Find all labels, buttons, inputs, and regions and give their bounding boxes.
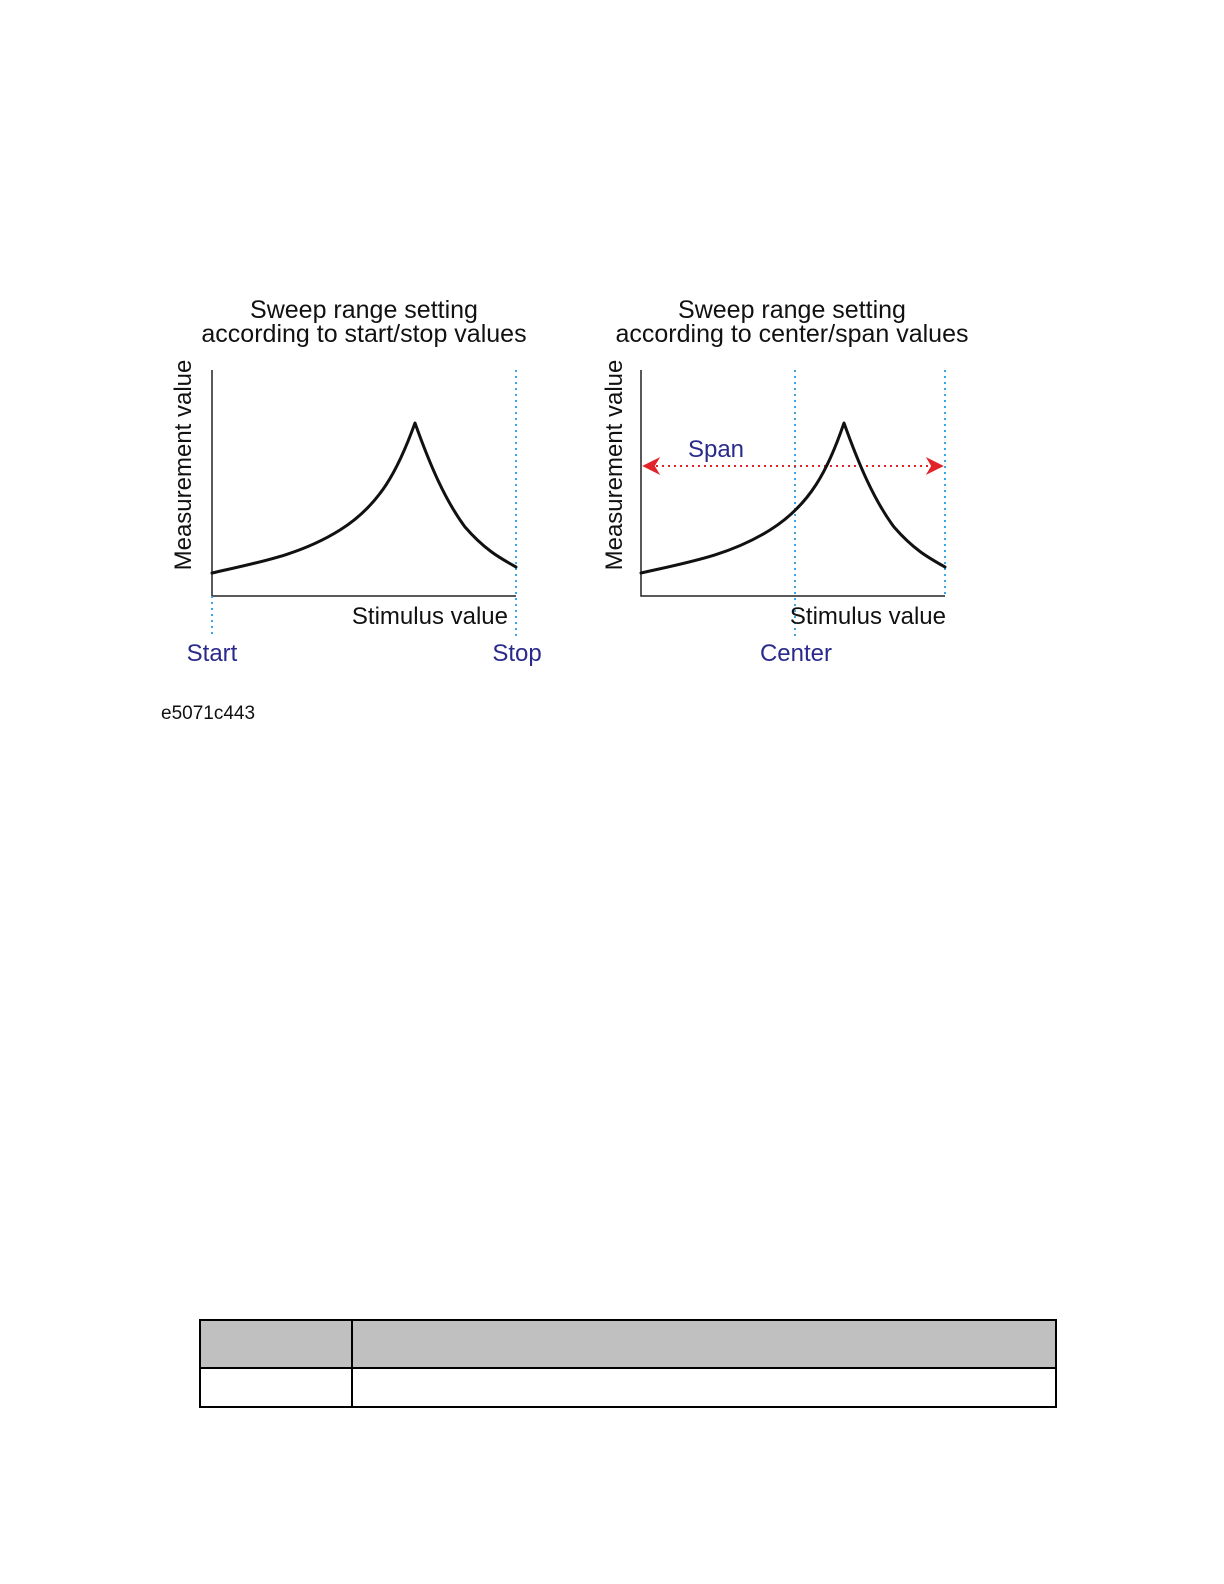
left-panel: Sweep range setting according to start/s…	[170, 296, 542, 667]
table-header-row	[199, 1319, 1057, 1369]
table-header-cell	[351, 1319, 1057, 1369]
sweep-range-figure: Sweep range setting according to start/s…	[161, 296, 969, 724]
center-label: Center	[760, 640, 832, 667]
info-table	[199, 1319, 1057, 1408]
start-label: Start	[187, 640, 238, 667]
stop-label: Stop	[492, 640, 541, 667]
left-x-axis-label: Stimulus value	[352, 603, 508, 630]
figure-id-label: e5071c443	[161, 703, 255, 724]
right-panel-title-line1: Sweep range setting	[678, 296, 906, 324]
left-panel-title-line2: according to start/stop values	[201, 320, 526, 348]
right-x-axis-label: Stimulus value	[790, 603, 946, 630]
table-cell	[199, 1367, 353, 1408]
table-row	[199, 1367, 1057, 1408]
right-response-curve	[639, 421, 947, 575]
right-axes	[640, 370, 945, 597]
right-panel-title-line2: according to center/span values	[616, 320, 969, 348]
table-cell	[351, 1367, 1057, 1408]
right-y-axis-label: Measurement value	[601, 360, 628, 571]
left-panel-title-line1: Sweep range setting	[250, 296, 478, 324]
left-response-curve	[210, 421, 518, 575]
right-panel: Sweep range setting according to center/…	[601, 296, 969, 667]
span-label: Span	[688, 436, 744, 463]
left-y-axis-label: Measurement value	[170, 360, 197, 571]
table-header-cell	[199, 1319, 353, 1369]
